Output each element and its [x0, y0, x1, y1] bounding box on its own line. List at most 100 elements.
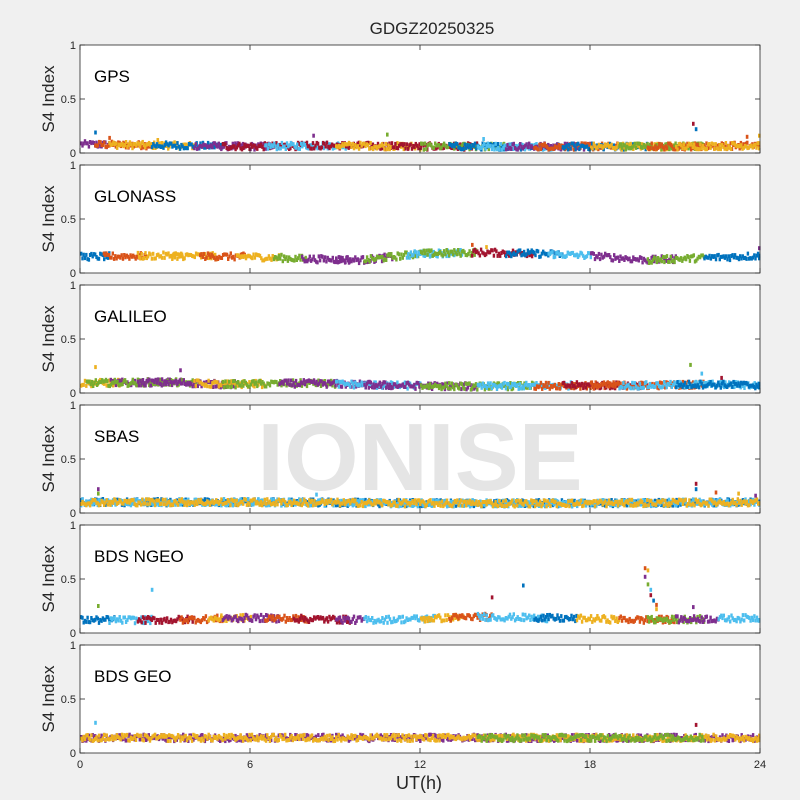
data-point — [231, 503, 235, 508]
data-point — [254, 145, 258, 150]
data-point — [476, 503, 479, 507]
data-point — [549, 146, 553, 151]
data-point — [383, 384, 386, 388]
data-point — [435, 384, 438, 389]
data-point — [696, 142, 699, 147]
data-point — [632, 499, 635, 503]
data-point — [548, 147, 551, 151]
data-point — [737, 144, 740, 149]
data-point — [585, 382, 589, 387]
data-point — [247, 253, 250, 258]
data-point — [732, 255, 736, 260]
data-point — [539, 147, 543, 151]
data-point — [646, 500, 649, 505]
data-point — [280, 503, 283, 508]
data-point — [204, 501, 208, 506]
data-point — [357, 140, 361, 145]
data-point — [513, 252, 517, 257]
data-point — [98, 139, 101, 144]
data-point — [103, 253, 107, 257]
data-point — [156, 498, 159, 503]
data-point — [309, 502, 312, 507]
data-point — [329, 497, 333, 502]
data-point — [363, 501, 366, 506]
data-point — [128, 140, 132, 145]
data-point — [109, 377, 112, 382]
data-point — [451, 504, 454, 509]
data-point — [465, 387, 468, 392]
data-point — [555, 386, 558, 391]
data-point — [698, 502, 701, 506]
outlier-point — [485, 245, 488, 250]
data-point — [320, 379, 323, 384]
data-point — [642, 385, 645, 390]
data-point — [636, 386, 639, 391]
data-point — [233, 379, 236, 383]
data-point — [634, 145, 638, 150]
data-point — [510, 387, 513, 392]
data-point — [154, 377, 157, 382]
data-point — [462, 382, 466, 387]
data-point — [722, 144, 725, 149]
data-point — [440, 387, 443, 392]
data-point — [716, 499, 719, 504]
data-point — [386, 500, 389, 504]
data-point — [611, 258, 615, 263]
data-point — [697, 498, 700, 503]
data-point — [685, 146, 688, 151]
data-point — [379, 498, 382, 503]
data-point — [461, 147, 464, 152]
data-point — [639, 502, 643, 507]
data-point — [595, 254, 598, 259]
data-point — [218, 254, 221, 259]
data-point — [115, 501, 119, 506]
data-point — [647, 147, 651, 152]
data-point — [670, 259, 674, 264]
data-point — [374, 380, 377, 385]
data-point — [80, 383, 83, 388]
data-point — [606, 380, 609, 385]
data-point — [569, 498, 572, 503]
data-point — [349, 498, 352, 503]
data-point — [400, 142, 403, 147]
data-point — [439, 503, 442, 508]
data-point — [143, 382, 146, 387]
data-point — [400, 501, 403, 506]
outlier-point — [694, 487, 698, 492]
data-point — [252, 383, 255, 388]
data-point — [403, 142, 406, 147]
data-point — [261, 144, 264, 149]
data-point — [648, 381, 652, 386]
data-point — [490, 501, 493, 506]
data-point — [516, 249, 519, 254]
plot-area — [80, 285, 760, 393]
data-point — [226, 379, 229, 384]
data-point — [436, 143, 439, 148]
y-tick-label: 0.5 — [61, 454, 76, 466]
data-point — [219, 142, 223, 147]
data-point — [485, 252, 488, 257]
data-point — [235, 253, 239, 258]
data-point — [570, 502, 574, 507]
data-point — [95, 140, 98, 145]
data-point — [365, 501, 368, 506]
data-point — [82, 252, 85, 257]
data-point — [442, 500, 445, 505]
data-point — [191, 378, 194, 383]
data-point — [394, 141, 397, 146]
data-point — [422, 147, 425, 152]
data-point — [381, 254, 384, 259]
data-point — [430, 248, 433, 253]
data-point — [744, 141, 748, 146]
data-point — [446, 381, 449, 386]
data-point — [738, 146, 741, 151]
data-point — [604, 499, 607, 504]
data-point — [100, 618, 103, 623]
data-point — [627, 382, 630, 387]
data-point — [231, 498, 235, 503]
data-point — [628, 146, 631, 151]
data-point — [510, 254, 513, 259]
data-point — [275, 499, 278, 504]
data-point — [740, 502, 743, 507]
data-point — [680, 382, 683, 387]
